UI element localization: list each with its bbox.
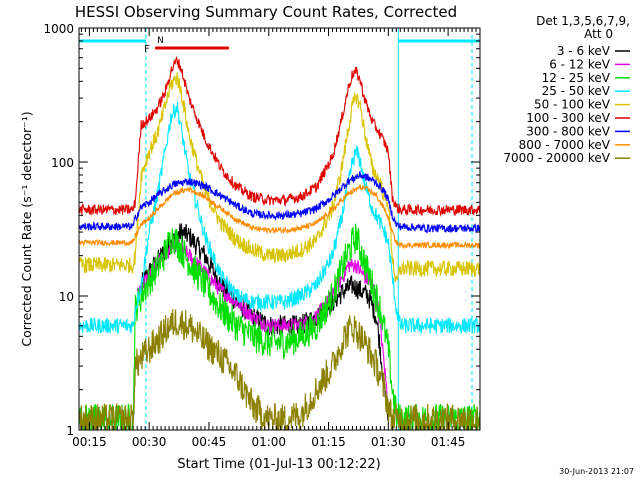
series-line-2 <box>79 223 480 430</box>
x-tick-label: 01:00 <box>251 435 286 449</box>
x-tick-label: 00:15 <box>72 435 107 449</box>
legend-label: 25 - 50 keV <box>542 84 611 98</box>
y-tick-label: 100 <box>51 156 74 170</box>
legend-label: 100 - 300 keV <box>526 111 610 125</box>
legend-label: 3 - 6 keV <box>557 44 611 58</box>
chart-features <box>79 28 480 430</box>
y-tick-label: 10 <box>59 290 74 304</box>
series-line-1 <box>136 238 389 410</box>
x-tick-label: 01:15 <box>311 435 346 449</box>
series-line-5 <box>79 56 480 217</box>
night-label: N <box>157 36 164 46</box>
y-tick-label: 1 <box>66 424 74 438</box>
legend-label: 12 - 25 keV <box>542 71 611 85</box>
y-axis-label: Corrected Count Rate (s⁻¹ detector⁻¹) <box>19 111 34 346</box>
y-axis: 1 10 100 1000 <box>43 22 480 438</box>
flare-label: F <box>144 44 150 55</box>
x-axis-label: Start Time (01-Jul-13 00:12:22) <box>177 457 380 472</box>
legend-header-line1: Det 1,3,5,6,7,9, <box>536 14 630 28</box>
x-tick-label: 01:30 <box>371 435 406 449</box>
legend-header-line2: Att 0 <box>584 27 613 41</box>
y-tick-label: 1000 <box>43 22 74 36</box>
x-tick-label: 00:30 <box>132 435 167 449</box>
series-line-7 <box>79 184 480 250</box>
series-line-8 <box>79 308 480 430</box>
legend-label: 50 - 100 keV <box>534 98 611 112</box>
generation-timestamp: 30-Jun-2013 21:07 <box>559 467 634 476</box>
x-tick-label: 00:45 <box>192 435 227 449</box>
series-layer <box>79 56 480 430</box>
legend-label: 7000 - 20000 keV <box>503 151 610 165</box>
series-line-4 <box>79 72 480 283</box>
x-tick-label: 01:45 <box>431 435 466 449</box>
series-line-3 <box>79 101 480 335</box>
legend-label: 6 - 12 keV <box>549 57 611 71</box>
x-axis: 00:15 00:30 00:45 01:00 01:15 01:30 01:45 <box>72 28 481 449</box>
plot-frame <box>78 27 481 431</box>
series-line-6 <box>79 171 480 234</box>
annotation-layer: FN <box>144 36 229 55</box>
legend-label: 800 - 7000 keV <box>519 138 611 152</box>
legend-label: 300 - 800 keV <box>526 124 610 138</box>
chart-title: HESSI Observing Summary Count Rates, Cor… <box>75 3 457 21</box>
